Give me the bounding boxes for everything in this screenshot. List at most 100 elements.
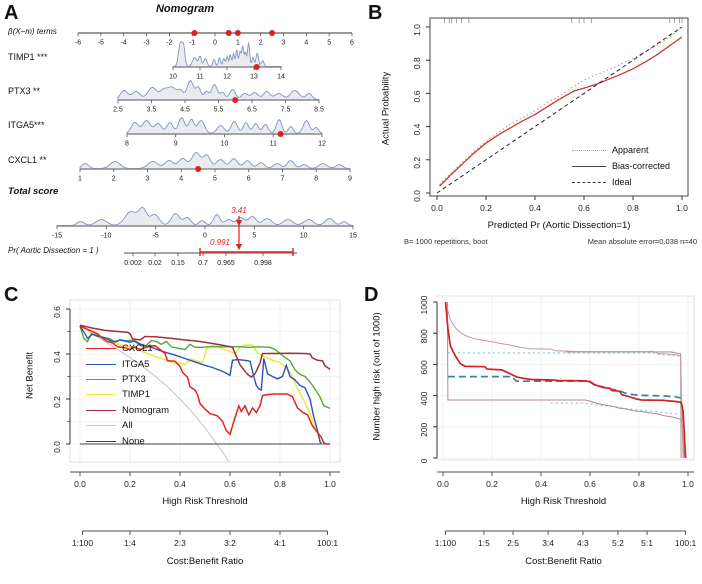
legend-label: Apparent (612, 145, 649, 155)
svg-text:4: 4 (179, 176, 183, 183)
svg-text:0.2: 0.2 (124, 479, 136, 489)
svg-text:6: 6 (350, 40, 354, 47)
svg-text:7: 7 (281, 176, 285, 183)
row-label-pr: Pr( Aortic Dissection = 1 ) (8, 246, 99, 255)
svg-text:0.998: 0.998 (254, 260, 272, 267)
svg-text:-2: -2 (166, 40, 172, 47)
svg-text:-15: -15 (52, 233, 62, 240)
svg-text:0.8: 0.8 (274, 479, 286, 489)
row-label-timp1: TIMP1 *** (8, 52, 48, 62)
panel-d-xlabel: High Risk Threshold (520, 496, 607, 507)
panel-label-a: A (4, 2, 19, 24)
svg-text:0.002: 0.002 (124, 260, 142, 267)
legend-label: TIMP1 (122, 389, 150, 401)
panel-c-ylabel: Net Benefit (24, 352, 36, 399)
svg-text:1:5: 1:5 (478, 538, 490, 548)
svg-text:100:1: 100:1 (317, 538, 339, 548)
row-label-cxcl1: CXCL1 ** (8, 155, 47, 165)
svg-text:10: 10 (221, 141, 229, 148)
svg-text:200: 200 (419, 422, 429, 436)
svg-text:0.4: 0.4 (535, 479, 547, 489)
svg-text:5:1: 5:1 (641, 538, 653, 548)
svg-text:7.5: 7.5 (281, 107, 291, 114)
svg-text:0.2: 0.2 (486, 479, 498, 489)
svg-text:1:4: 1:4 (124, 538, 136, 548)
legend-line-sample (86, 425, 116, 427)
series (436, 26, 683, 194)
svg-text:13: 13 (250, 74, 258, 81)
curve-All (79, 326, 230, 462)
svg-text:600: 600 (419, 360, 429, 374)
svg-text:0.8: 0.8 (412, 57, 422, 69)
series (444, 301, 687, 459)
legend-item-ideal: Ideal (572, 174, 670, 190)
pr-marker-value: 0.991 (209, 238, 231, 247)
svg-text:0.15: 0.15 (171, 260, 185, 267)
legend-line-sample (86, 440, 116, 442)
svg-text:3: 3 (146, 176, 150, 183)
legend-line-sample (86, 363, 116, 365)
svg-text:-1: -1 (189, 40, 195, 47)
legend-line-sample (86, 409, 116, 411)
svg-text:2:3: 2:3 (174, 538, 186, 548)
svg-text:1.0: 1.0 (324, 479, 336, 489)
legend-item-all: All (86, 418, 169, 433)
svg-text:0.0: 0.0 (437, 479, 449, 489)
svg-text:1: 1 (236, 40, 240, 47)
svg-text:4:1: 4:1 (274, 538, 286, 548)
total-score-marker-value: 3.41 (231, 206, 247, 215)
legend-item-timp1: TIMP1 (86, 387, 169, 402)
svg-text:0.4: 0.4 (174, 479, 186, 489)
legend-line-sample (86, 394, 116, 396)
svg-text:11: 11 (196, 74, 203, 81)
svg-text:12: 12 (223, 74, 231, 81)
svg-text:0.4: 0.4 (529, 203, 541, 213)
svg-text:8: 8 (125, 141, 129, 148)
legend-item-none: None (86, 433, 169, 448)
svg-text:-5: -5 (153, 233, 159, 240)
svg-text:11: 11 (270, 141, 277, 148)
curve-Nomogram (79, 324, 331, 378)
panel-c-legend: CXCL1 ITGA5 PTX3 TIMP1 Nomogram All None (86, 341, 169, 449)
panel-c-cost-label: Cost:Benefit Ratio (166, 556, 244, 567)
panel-b-xlabel: Predicted Pr (Aortic Dissection=1) (487, 220, 631, 231)
row-label-ptx3: PTX3 ** (8, 86, 41, 96)
legend-label: None (122, 435, 145, 447)
legend-line-sample (572, 165, 606, 167)
svg-text:-6: -6 (75, 40, 81, 47)
svg-text:3:4: 3:4 (542, 538, 554, 548)
legend-label: Bias-corrected (612, 161, 671, 171)
row-label-beta-terms: β(X−m) terms (8, 27, 57, 36)
svg-text:0.8: 0.8 (627, 203, 639, 213)
svg-text:0.2: 0.2 (412, 157, 422, 169)
svg-text:6.5: 6.5 (247, 107, 257, 114)
plot-box (436, 295, 695, 461)
axes: 0.0 0.2 0.4 0.6 0.0 0.2 0.4 0.6 0.8 1.0 1:100 1:4 2:… (52, 306, 340, 548)
panel-label-c: C (4, 284, 19, 306)
legend-line-sample (572, 149, 606, 151)
svg-text:0.6: 0.6 (224, 479, 236, 489)
svg-text:0.0: 0.0 (74, 479, 86, 489)
legend-line-sample (572, 181, 606, 183)
legend-item-ptx3: PTX3 (86, 372, 169, 387)
curve-upper-CI (445, 301, 684, 459)
svg-text:5:2: 5:2 (612, 538, 624, 548)
panel-c-dca-canvas: 0.0 0.2 0.4 0.6 0.0 0.2 0.4 0.6 0.8 1.0 1:100 1:4 2:… (52, 299, 341, 548)
curve-upper-dotted-blue (447, 352, 680, 357)
svg-text:8.5: 8.5 (314, 107, 324, 114)
svg-text:5.5: 5.5 (214, 107, 224, 114)
legend-label: Nomogram (122, 404, 169, 416)
svg-text:0.6: 0.6 (584, 479, 596, 489)
svg-text:3: 3 (282, 40, 286, 47)
legend-label: PTX3 (122, 373, 146, 385)
panel-b-calibration-canvas: 0.0 0.2 0.4 0.6 0.8 1.0 0.0 0.2 0.4 0.6 0.8 1.0 (412, 17, 689, 213)
pr-axis: 0.002 0.02 0.15 0.7 0.965 0.998 (124, 248, 297, 267)
curve-ITGA5 (79, 325, 322, 445)
svg-text:15: 15 (349, 233, 357, 240)
svg-text:10: 10 (300, 233, 308, 240)
nomogram-row-beta: -6 -5 -4 -3 -2 -1 0 1 2 3 4 5 6 (75, 30, 354, 47)
svg-text:1.0: 1.0 (412, 24, 422, 36)
svg-text:4:3: 4:3 (577, 538, 589, 548)
legend-label: ITGA5 (122, 358, 150, 370)
svg-text:0.2: 0.2 (480, 203, 492, 213)
